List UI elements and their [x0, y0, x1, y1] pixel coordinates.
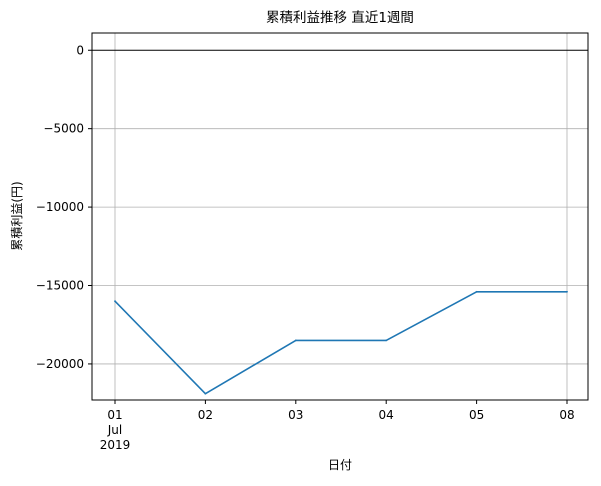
data-point	[475, 290, 478, 293]
series-line	[114, 290, 567, 395]
data-point	[294, 339, 297, 342]
x-tick-label: 08	[559, 408, 574, 422]
data-point	[385, 339, 388, 342]
y-tick-label: −5000	[43, 122, 84, 136]
x-axis-label: 日付	[328, 458, 352, 472]
data-point	[204, 392, 207, 395]
y-axis-label: 累積利益(円)	[9, 181, 24, 250]
plot-frame	[91, 32, 589, 401]
data-point	[114, 300, 116, 303]
chart-title: 累積利益推移 直近1週間	[266, 10, 414, 26]
x-ticks: 01 02 03 04 05 08	[107, 400, 575, 422]
y-ticks: 0 −5000 −10000 −15000 −20000	[36, 43, 92, 371]
y-tick-label: −20000	[36, 357, 84, 371]
x-axis-sublabel-month: Jul	[107, 423, 122, 437]
x-tick-label: 03	[288, 408, 303, 422]
x-tick-label: 02	[198, 408, 213, 422]
data-point	[566, 290, 568, 293]
x-tick-label: 04	[379, 408, 394, 422]
y-tick-label: −10000	[36, 200, 84, 214]
x-axis-sublabel-year: 2019	[100, 438, 131, 452]
grid-layer	[92, 33, 588, 400]
series-layer	[114, 290, 568, 395]
x-tick-label: 01	[107, 408, 122, 422]
x-tick-label: 05	[469, 408, 484, 422]
y-tick-label: −15000	[36, 279, 84, 293]
y-tick-label: 0	[76, 43, 84, 57]
